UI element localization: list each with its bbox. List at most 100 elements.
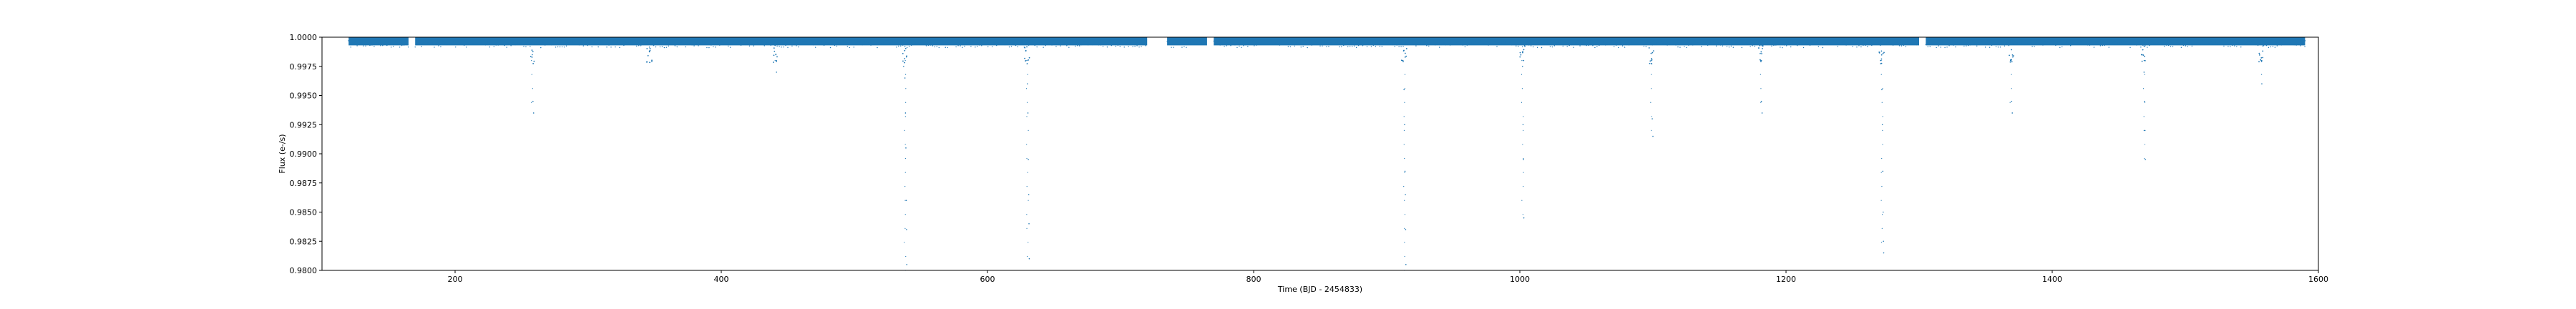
flux-point — [1775, 44, 1777, 46]
flux-point — [1436, 44, 1438, 45]
flux-point — [2082, 40, 2084, 41]
flux-point — [2165, 44, 2167, 46]
flux-point — [1188, 41, 1189, 44]
flux-point — [2069, 45, 2072, 46]
flux-point — [536, 41, 537, 43]
data-point — [1883, 252, 1885, 254]
data-point — [2145, 159, 2146, 160]
flux-point — [680, 41, 682, 43]
transit-point — [649, 47, 651, 49]
flux-point — [621, 44, 623, 46]
flux-point — [1522, 46, 1523, 48]
flux-point — [1313, 43, 1314, 44]
flux-point — [1466, 44, 1468, 46]
flux-point — [772, 43, 774, 44]
transit-point — [2143, 45, 2145, 47]
flux-point — [1030, 43, 1031, 44]
flux-point — [1677, 46, 1679, 48]
flux-point — [2182, 44, 2185, 46]
flux-point — [1692, 44, 1694, 46]
transit-point — [2143, 60, 2145, 62]
flux-point — [1592, 45, 1594, 46]
flux-point — [369, 44, 371, 46]
flux-point — [1737, 41, 1738, 43]
transit-point — [907, 43, 908, 45]
transit-point — [1762, 45, 1763, 47]
flux-point — [938, 46, 940, 49]
flux-point — [2012, 43, 2014, 44]
flux-point — [1507, 43, 1508, 44]
data-point — [388, 41, 389, 43]
flux-point — [2197, 40, 2199, 41]
flux-point — [1451, 44, 1453, 46]
flux-point — [1113, 43, 1115, 44]
flux-point — [1538, 42, 1541, 44]
flux-point — [1658, 42, 1659, 44]
data-point — [348, 40, 350, 41]
data-point — [1404, 170, 1406, 172]
flux-point — [1624, 46, 1626, 48]
transit-point — [904, 58, 906, 59]
flux-point — [1875, 40, 1877, 41]
flux-point — [580, 41, 582, 43]
transit-point — [1403, 129, 1405, 131]
flux-point — [1236, 46, 1238, 49]
flux-point — [1858, 45, 1860, 46]
flux-point — [1841, 41, 1843, 43]
flux-point — [2059, 46, 2061, 49]
transit-point — [1521, 102, 1523, 103]
flux-point — [678, 43, 680, 44]
flux-point — [619, 46, 620, 49]
flux-point — [1511, 44, 1513, 46]
transit-point — [1881, 227, 1883, 229]
flux-point — [2125, 41, 2127, 43]
flux-point — [870, 44, 872, 46]
flux-point — [487, 41, 489, 43]
flux-point — [2006, 42, 2008, 44]
transit-point — [1404, 56, 1406, 58]
flux-point — [885, 40, 887, 41]
data-point — [1881, 89, 1883, 91]
transit-point — [651, 59, 653, 62]
flux-point — [1769, 43, 1770, 44]
flux-point — [453, 41, 454, 43]
flux-point — [763, 45, 765, 46]
flux-point — [610, 46, 612, 48]
flux-point — [1326, 46, 1327, 47]
x-tick-label: 400 — [714, 275, 729, 284]
flux-point — [1792, 41, 1794, 43]
transit-point — [1520, 54, 1522, 56]
flux-point — [407, 46, 409, 48]
transit-point — [1026, 102, 1028, 103]
flux-point — [813, 44, 814, 46]
transit-point — [2262, 50, 2264, 52]
transit-point — [1028, 44, 1030, 46]
flux-point — [981, 45, 982, 46]
data-point — [1761, 112, 1763, 114]
transit-point — [904, 49, 906, 52]
transit-point — [1652, 50, 1654, 52]
data-point — [1120, 40, 1121, 41]
transit-point — [1519, 56, 1521, 58]
x-axis-label: Time (BJD - 2454833) — [1277, 285, 1362, 294]
flux-point — [868, 41, 869, 44]
transit-point — [1881, 102, 1883, 103]
flux-point — [687, 44, 688, 46]
flux-point — [1455, 41, 1458, 43]
data-point — [2260, 59, 2262, 62]
flux-point — [1036, 46, 1038, 48]
flux-point — [552, 41, 555, 42]
flux-point — [1621, 45, 1624, 46]
flux-point — [1166, 41, 1168, 43]
transit-point — [1881, 157, 1883, 160]
flux-point — [1341, 46, 1342, 48]
flux-point — [1362, 45, 1364, 46]
flux-point — [638, 45, 640, 46]
transit-point — [1519, 43, 1521, 45]
transit-point — [2144, 59, 2146, 62]
flux-point — [1509, 41, 1511, 43]
flux-point — [2270, 46, 2272, 48]
transit-point — [904, 157, 906, 160]
flux-point — [932, 45, 934, 46]
flux-point — [831, 43, 834, 44]
